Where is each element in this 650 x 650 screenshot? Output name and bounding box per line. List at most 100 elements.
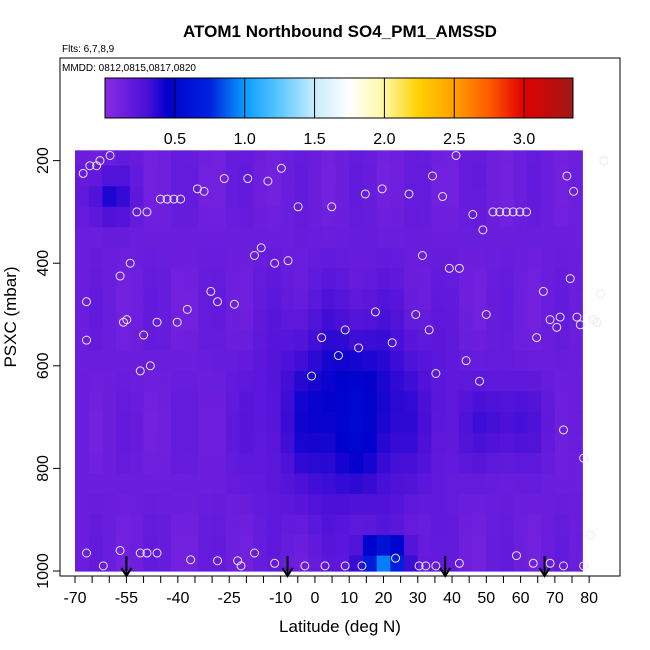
heatmap-cell bbox=[500, 329, 515, 352]
heatmap-cell bbox=[349, 227, 364, 249]
heatmap-cell bbox=[170, 350, 186, 372]
heatmap-cell bbox=[143, 432, 158, 454]
heatmap-cell bbox=[541, 514, 556, 536]
heatmap-cell bbox=[404, 227, 419, 249]
heatmap-cell bbox=[308, 309, 323, 331]
heatmap-cell bbox=[431, 535, 446, 557]
heatmap-cell bbox=[417, 350, 433, 372]
heatmap-cell bbox=[143, 514, 158, 536]
heatmap-cell bbox=[157, 350, 172, 372]
heatmap-cell bbox=[225, 288, 241, 310]
sample-marker bbox=[135, 548, 145, 558]
heatmap-cell bbox=[321, 391, 337, 413]
x-tick-label: 0 bbox=[310, 590, 319, 607]
sample-marker bbox=[229, 299, 239, 309]
heatmap-cell bbox=[513, 494, 529, 516]
heatmap-cell bbox=[184, 165, 199, 187]
heatmap-cell bbox=[541, 165, 556, 187]
heatmap-cell bbox=[417, 535, 433, 557]
heatmap-cell bbox=[129, 329, 145, 352]
heatmap-cell bbox=[500, 514, 515, 536]
heatmap-cell bbox=[129, 514, 145, 536]
heatmap-cell bbox=[308, 494, 323, 516]
sample-marker bbox=[370, 307, 380, 317]
heatmap-cell bbox=[445, 150, 460, 167]
sample-marker bbox=[454, 263, 464, 273]
heatmap-cell bbox=[349, 535, 364, 557]
sample-marker bbox=[559, 425, 569, 435]
heatmap-cell bbox=[184, 535, 199, 557]
y-axis: 200 400 600 800 1000 bbox=[35, 147, 61, 589]
heatmap-cell bbox=[308, 206, 323, 228]
heatmap-cell bbox=[266, 247, 282, 269]
heatmap-cell bbox=[212, 227, 227, 249]
sample-marker bbox=[428, 171, 438, 181]
heatmap-cell bbox=[513, 411, 529, 434]
heatmap-cell bbox=[390, 370, 405, 393]
sample-marker bbox=[139, 330, 149, 340]
heatmap-cell bbox=[75, 535, 90, 557]
heatmap-cell bbox=[116, 370, 131, 393]
heatmap-cell bbox=[321, 165, 337, 187]
heatmap-cell bbox=[143, 329, 158, 352]
heatmap-cell bbox=[554, 268, 570, 290]
heatmap-cell bbox=[280, 186, 295, 208]
heatmap-cell bbox=[472, 309, 487, 331]
heatmap-cell bbox=[88, 165, 104, 187]
sample-marker bbox=[354, 343, 364, 353]
heatmap-cell bbox=[458, 350, 474, 372]
heatmap-cell bbox=[404, 411, 419, 434]
heatmap-cell bbox=[239, 206, 254, 228]
heatmap-cell bbox=[75, 309, 90, 331]
heatmap-cell bbox=[308, 165, 323, 187]
heatmap-cell bbox=[417, 150, 433, 167]
heatmap-cell bbox=[431, 370, 446, 393]
heatmap-cell bbox=[280, 370, 295, 393]
sample-marker bbox=[243, 174, 253, 184]
heatmap-cell bbox=[143, 165, 158, 187]
heatmap-cell bbox=[212, 391, 227, 413]
sample-marker bbox=[333, 351, 343, 361]
heatmap-cell bbox=[458, 411, 474, 434]
heatmap-cell bbox=[568, 473, 583, 495]
heatmap-cell bbox=[404, 514, 419, 536]
heatmap-cell bbox=[75, 150, 90, 167]
heatmap-cell bbox=[266, 555, 282, 572]
heatmap-cell bbox=[335, 206, 350, 228]
x-tick-label: 20 bbox=[375, 590, 393, 607]
heatmap-cell bbox=[445, 247, 460, 269]
heatmap-cell bbox=[170, 494, 186, 516]
sample-marker bbox=[182, 304, 192, 314]
heatmap-cell bbox=[541, 227, 556, 249]
heatmap-cell bbox=[376, 309, 391, 331]
heatmap-cell bbox=[321, 350, 337, 372]
heatmap-cell bbox=[102, 268, 117, 290]
sample-marker bbox=[213, 297, 223, 307]
heatmap-cell bbox=[335, 309, 350, 331]
heatmap-cell bbox=[472, 288, 487, 310]
heatmap-cell bbox=[541, 350, 556, 372]
heatmap-cell bbox=[554, 473, 570, 495]
heatmap-cell bbox=[404, 268, 419, 290]
heatmap-cell bbox=[88, 391, 104, 413]
heatmap-cell bbox=[253, 350, 268, 372]
heatmap-cell bbox=[500, 309, 515, 331]
heatmap-cell bbox=[513, 227, 529, 249]
heatmap-cell bbox=[75, 206, 90, 228]
sample-marker bbox=[145, 361, 155, 371]
heatmap-cell bbox=[170, 288, 186, 310]
heatmap-cell bbox=[445, 165, 460, 187]
heatmap-cell bbox=[541, 288, 556, 310]
heatmap-cell bbox=[349, 288, 364, 310]
heatmap-cell bbox=[212, 535, 227, 557]
heatmap-cell bbox=[445, 535, 460, 557]
sample-marker bbox=[78, 168, 88, 178]
heatmap-cell bbox=[500, 165, 515, 187]
heatmap-cell bbox=[376, 535, 391, 557]
sample-marker bbox=[125, 258, 135, 268]
heatmap-cell bbox=[554, 535, 570, 557]
heatmap-cell bbox=[266, 514, 282, 536]
heatmap-cell bbox=[472, 555, 487, 572]
colorbar-tick-label: 3.0 bbox=[513, 131, 535, 148]
heatmap-cell bbox=[404, 473, 419, 495]
